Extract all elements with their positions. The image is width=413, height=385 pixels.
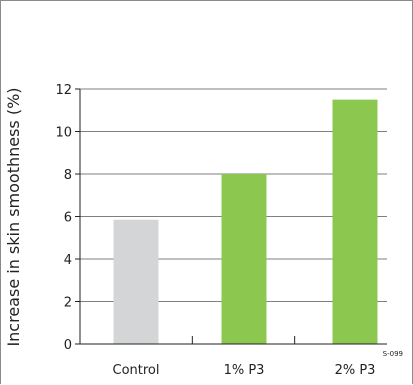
bar-2-p3	[333, 100, 378, 344]
x-tick-label: 2% P3	[335, 363, 376, 378]
x-tick-label: Control	[113, 363, 160, 378]
y-tick-label: 12	[55, 83, 72, 98]
bar-1-p3	[222, 174, 267, 344]
y-tick-label: 4	[64, 253, 72, 268]
y-tick-label: 10	[55, 126, 72, 141]
y-tick-labels: 0 2 4 6 8 10 12	[55, 83, 72, 353]
bars-group	[114, 100, 378, 344]
y-tick-label: 6	[64, 211, 72, 226]
y-axis-label: Increase in skin smoothness (%)	[4, 87, 23, 346]
y-tick-label: 2	[64, 296, 72, 311]
bar-control	[114, 220, 159, 344]
y-tick-label: 0	[64, 338, 72, 353]
figure-code: S-099	[383, 350, 403, 358]
x-tick-label: 1% P3	[224, 363, 265, 378]
x-tick-labels: Control 1% P3 2% P3	[113, 363, 376, 378]
y-tick-label: 8	[64, 168, 72, 183]
